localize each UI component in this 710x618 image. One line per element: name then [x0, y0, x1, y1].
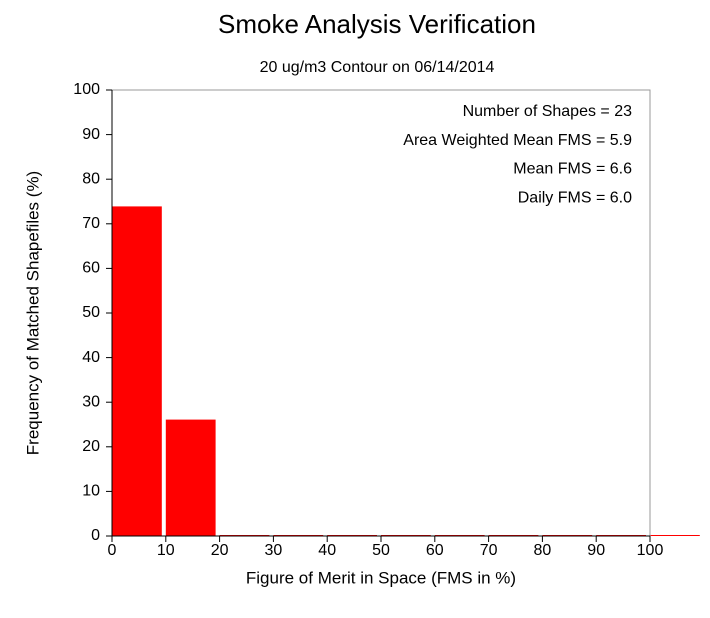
x-tick-label: 50	[372, 542, 390, 559]
annotation: Area Weighted Mean FMS = 5.9	[403, 132, 632, 149]
x-tick-label: 10	[157, 542, 175, 559]
x-tick-label: 90	[587, 542, 605, 559]
x-tick-label: 70	[480, 542, 498, 559]
y-tick-label: 40	[82, 349, 100, 366]
y-axis-title: Frequency of Matched Shapefiles (%)	[23, 171, 42, 455]
annotation: Number of Shapes = 23	[463, 103, 633, 120]
y-tick-label: 100	[73, 81, 100, 98]
histogram-bar	[165, 419, 216, 536]
y-tick-label: 80	[82, 170, 100, 187]
chart-title: Smoke Analysis Verification	[218, 9, 536, 39]
x-tick-label: 40	[318, 542, 336, 559]
x-tick-label: 30	[265, 542, 283, 559]
x-tick-label: 80	[534, 542, 552, 559]
x-tick-label: 0	[108, 542, 117, 559]
y-tick-label: 50	[82, 304, 100, 321]
annotation: Mean FMS = 6.6	[513, 161, 632, 178]
y-tick-label: 90	[82, 126, 100, 143]
y-tick-label: 60	[82, 260, 100, 277]
chart-subtitle: 20 ug/m3 Contour on 06/14/2014	[260, 59, 495, 76]
histogram-bar	[650, 535, 700, 536]
y-tick-label: 70	[82, 215, 100, 232]
y-tick-label: 0	[91, 527, 100, 544]
histogram-bar	[112, 206, 162, 536]
annotation: Daily FMS = 6.0	[518, 189, 632, 206]
y-tick-label: 10	[82, 483, 100, 500]
x-tick-label: 100	[637, 542, 664, 559]
x-tick-label: 60	[426, 542, 444, 559]
y-tick-label: 30	[82, 393, 100, 410]
x-tick-label: 20	[211, 542, 229, 559]
y-tick-label: 20	[82, 438, 100, 455]
x-axis-title: Figure of Merit in Space (FMS in %)	[246, 568, 516, 587]
